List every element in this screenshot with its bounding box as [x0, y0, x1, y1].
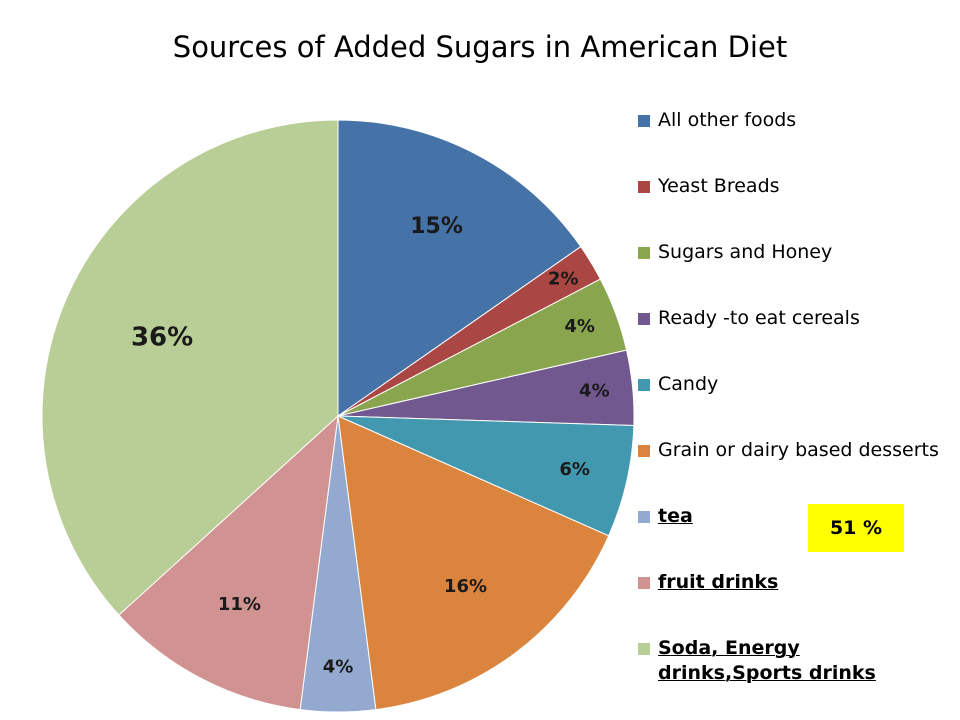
legend-swatch	[638, 313, 650, 325]
legend-swatch	[638, 511, 650, 523]
slice-data-label: 4%	[579, 380, 610, 401]
legend-label: Grain or dairy based desserts	[658, 439, 939, 461]
legend-item: tea	[638, 504, 693, 529]
slice-data-label: 15%	[410, 214, 463, 239]
slice-data-label: 6%	[559, 459, 590, 480]
slice-data-label: 16%	[444, 576, 487, 597]
legend-label: Candy	[658, 373, 719, 395]
legend-label: Sugars and Honey	[658, 241, 833, 263]
annotation-box: 51 %	[808, 504, 904, 552]
legend-item: All other foods	[638, 108, 796, 133]
legend-swatch	[638, 577, 650, 589]
legend-swatch	[638, 181, 650, 193]
legend-item: fruit drinks	[638, 570, 778, 595]
legend-swatch	[638, 115, 650, 127]
legend-swatch	[638, 379, 650, 391]
slice-data-label: 4%	[323, 657, 354, 678]
pie-data-labels: 15% 2% 4% 4% 6% 16% 4% 11% 36%	[131, 214, 610, 678]
pie-slice	[337, 119, 582, 417]
legend-item: Soda, Energy drinks,Sports drinks	[638, 636, 938, 686]
legend-item: Ready -to eat cereals	[638, 306, 860, 331]
legend-swatch	[638, 643, 650, 655]
legend-swatch	[638, 247, 650, 259]
pie-slice	[337, 415, 610, 711]
legend-label: fruit drinks	[658, 571, 779, 593]
legend-label: Soda, Energy drinks,Sports drinks	[658, 637, 876, 684]
slice-data-label: 4%	[564, 316, 595, 337]
slice-data-label: 2%	[548, 268, 579, 289]
legend-item: Yeast Breads	[638, 174, 780, 199]
legend-label: Yeast Breads	[658, 175, 780, 197]
slice-data-label: 11%	[218, 594, 261, 615]
pie-slice	[118, 414, 339, 711]
legend-swatch	[638, 445, 650, 457]
chart-title: Sources of Added Sugars in American Diet	[172, 30, 788, 64]
legend-label: tea	[658, 505, 693, 527]
legend-item: Candy	[638, 372, 718, 397]
slice-data-label: 36%	[131, 323, 193, 353]
legend-label: Ready -to eat cereals	[658, 307, 860, 329]
legend-item: Sugars and Honey	[638, 240, 832, 265]
pie-slices	[41, 119, 635, 713]
pie-slice	[41, 119, 339, 616]
legend-item: Grain or dairy based desserts	[638, 438, 939, 463]
legend-label: All other foods	[658, 109, 797, 131]
